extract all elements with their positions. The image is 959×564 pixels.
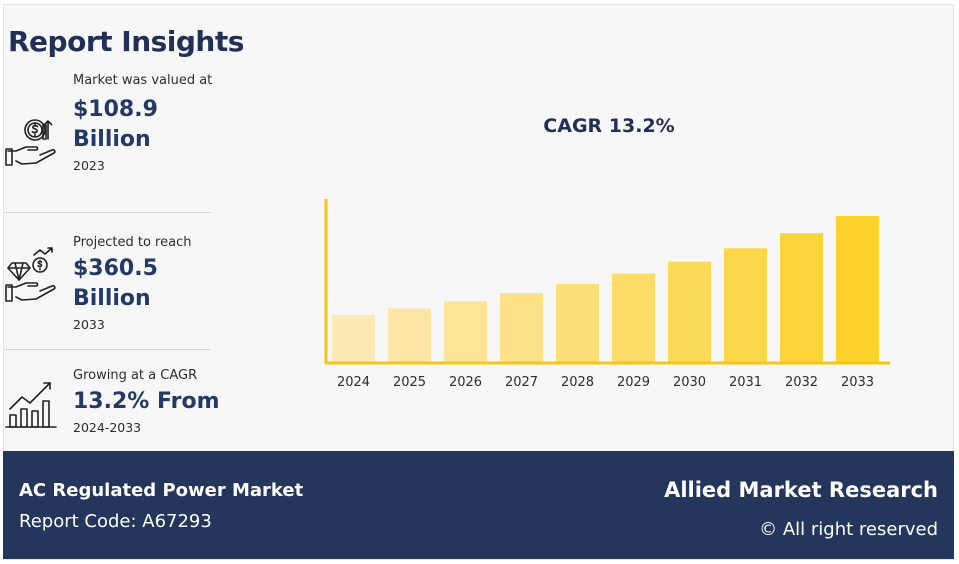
bar-2031 (724, 248, 767, 363)
x-tick-label: 2029 (617, 375, 650, 390)
stat-year: 2023 (73, 158, 105, 173)
stat-year: 2033 (73, 317, 105, 332)
bar-2028 (556, 283, 599, 363)
stat-label: Projected to reach (73, 235, 192, 250)
stat-market-value: Market was valued at $108.9 Billion 2023 (4, 69, 214, 209)
x-tick-label: 2026 (449, 375, 482, 390)
stat-label: Market was valued at (73, 73, 213, 88)
x-tick-label: 2024 (337, 375, 370, 390)
chart-title: CAGR 13.2% (543, 115, 675, 137)
x-tick-label: 2027 (505, 375, 538, 390)
bar-2025 (388, 308, 431, 363)
growth-chart-icon (5, 382, 57, 428)
bar-chart: 2024 2025 2026 2027 2028 2029 2030 2031 2032 2033 (324, 199, 890, 390)
divider (4, 349, 211, 350)
bar-2026 (444, 301, 487, 363)
footer-report-code: Report Code: A67293 (19, 511, 212, 532)
bar-2032 (780, 233, 823, 363)
x-tick-label: 2033 (841, 375, 874, 390)
divider (4, 212, 211, 213)
bar-2024 (332, 314, 375, 363)
stat-value: $108.9 Billion (73, 97, 158, 152)
x-tick-label: 2032 (785, 375, 818, 390)
stat-cagr: Growing at a CAGR 13.2% From 2024-2033 (4, 363, 220, 453)
money-hand-icon (5, 119, 56, 166)
diamond-hand-icon (5, 247, 56, 302)
footer-rights: © All right reserved (759, 519, 938, 540)
bar-2027 (500, 293, 543, 363)
x-tick-label: 2028 (561, 375, 594, 390)
footer-market-name: AC Regulated Power Market (19, 480, 304, 501)
stat-value: $360.5 Billion (73, 256, 158, 311)
footer: AC Regulated Power Market Report Code: A… (3, 451, 954, 559)
stat-year: 2024-2033 (73, 420, 142, 435)
stat-label: Growing at a CAGR (73, 368, 198, 383)
x-tick-label: 2025 (393, 375, 426, 390)
stat-projected-value: Projected to reach $360.5 Billion 2033 (4, 227, 214, 347)
x-tick-label: 2030 (673, 375, 706, 390)
x-tick-label: 2031 (729, 375, 762, 390)
footer-brand: Allied Market Research (664, 478, 938, 502)
bar-2033 (836, 216, 879, 363)
stat-value: 13.2% From (73, 389, 220, 414)
bar-2029 (612, 273, 655, 363)
bar-2030 (668, 261, 711, 363)
page-title: Report Insights (8, 25, 244, 58)
